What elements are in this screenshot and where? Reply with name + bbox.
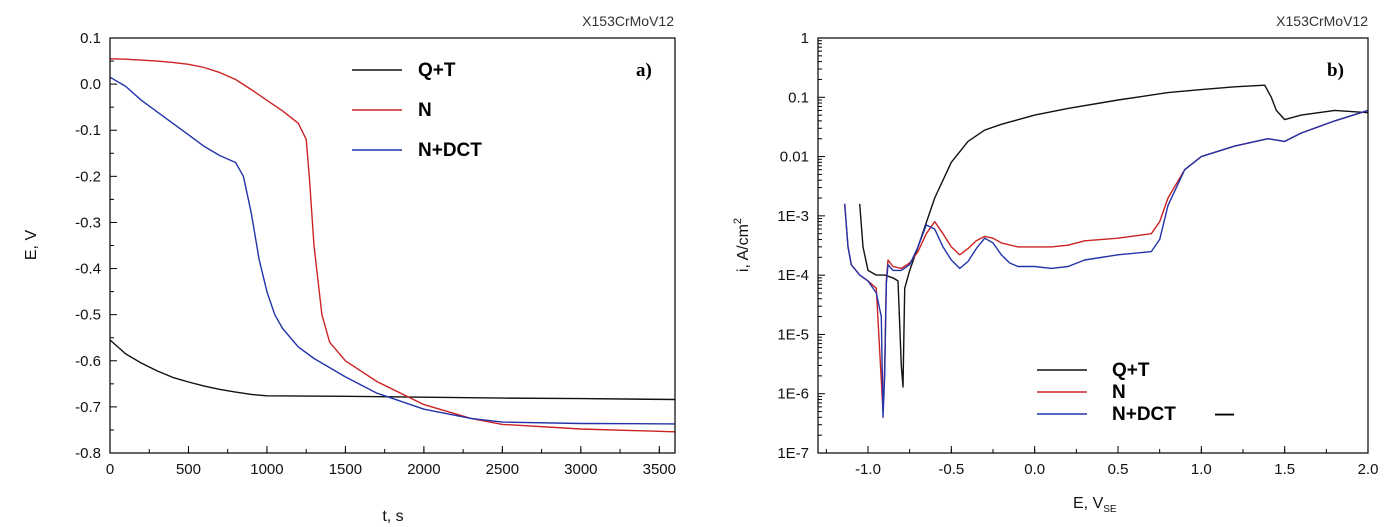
chart-b: X153CrMoV12 -1.0 -0.5 0.0 0.5 1.0 1.5 2.0 1 0.1 0… [732, 13, 1378, 515]
chart-a-y-tick-label: -0.6 [75, 353, 101, 370]
chart-b-legend-label-n: N [1112, 382, 1126, 403]
chart-b-legend-label-q-t: Q+T [1112, 360, 1150, 381]
chart-a-legend-label-q-t: Q+T [418, 60, 456, 81]
chart-b-y-tick-label: 1E-6 [777, 386, 809, 403]
chart-a-y-tick-label: 0.1 [80, 30, 101, 47]
chart-b-y-tick-label: 1E-4 [777, 267, 809, 284]
chart-a-legend-label-n: N [418, 100, 432, 121]
chart-a-ticks: 0 500 1000 1500 2000 2500 3000 3500 0.1 0.0 -0.1 -0… [75, 30, 676, 478]
chart-b-x-tick-label: 0.0 [1024, 461, 1045, 478]
chart-b-x-axis-label-sub: SE [1103, 504, 1117, 515]
chart-a-y-tick-label: -0.2 [75, 168, 101, 185]
chart-b-series-group [844, 84, 1369, 418]
chart-a-y-tick-label: -0.3 [75, 214, 101, 231]
chart-a-legend-label-n-dct: N+DCT [418, 140, 482, 161]
chart-a-x-tick-label: 1500 [329, 461, 362, 478]
chart-a: X153CrMoV12 0 500 1000 1500 2000 2500 3000 3500… [23, 13, 676, 525]
chart-b-x-tick-label: -1.0 [855, 461, 881, 478]
chart-a-legend: Q+T N N+DCT [352, 60, 482, 161]
chart-b-panel-label: b) [1327, 60, 1344, 81]
chart-b-legend: Q+TNN+DCT — [1037, 360, 1234, 425]
chart-b-frame [817, 37, 1369, 454]
chart-b-y-tick-label: 1 [801, 30, 809, 47]
chart-a-x-axis-label: t, s [382, 508, 403, 525]
chart-a-series-q-t-line [109, 339, 676, 401]
chart-b-x-tick-label: 0.5 [1108, 461, 1129, 478]
chart-a-series-group [109, 58, 676, 433]
chart-b-series-n-line [844, 109, 1369, 413]
chart-b-series-q-t-line [859, 84, 1369, 388]
chart-b-y-tick-label: 1E-7 [777, 445, 809, 462]
chart-b-y-tick-label: 1E-3 [777, 208, 809, 225]
chart-b-y-axis-label: i, A/cm2 [732, 218, 752, 272]
chart-b-ticks: -1.0 -0.5 0.0 0.5 1.0 1.5 2.0 1 0.1 0.01 1E-3 1E-4 1… [777, 30, 1378, 478]
chart-b-y-axis-label-main: i, A/cm [735, 224, 752, 272]
chart-a-y-tick-label: -0.5 [75, 307, 101, 324]
chart-b-legend-extra-mark: — [1215, 404, 1234, 425]
chart-b-y-axis-label-sup: 2 [732, 218, 744, 224]
chart-b-x-axis-label-main: E, V [1073, 495, 1104, 512]
chart-a-panel-label: a) [636, 60, 652, 81]
chart-b-x-tick-label: -0.5 [938, 461, 964, 478]
chart-a-y-tick-label: 0.0 [80, 76, 101, 93]
chart-a-series-n-dct-line [109, 76, 676, 425]
chart-b-x-tick-label: 2.0 [1358, 461, 1379, 478]
chart-a-y-axis-label: E, V [23, 230, 40, 261]
chart-b-x-tick-label: 1.0 [1191, 461, 1212, 478]
chart-a-y-tick-label: -0.7 [75, 399, 101, 416]
chart-a-x-tick-label: 500 [176, 461, 201, 478]
chart-a-x-tick-label: 0 [106, 461, 114, 478]
chart-a-y-tick-label: -0.1 [75, 122, 101, 139]
chart-a-x-tick-label: 1000 [250, 461, 283, 478]
chart-a-x-tick-label: 3000 [564, 461, 597, 478]
chart-a-x-tick-label: 2500 [486, 461, 519, 478]
chart-a-x-tick-label: 2000 [407, 461, 440, 478]
chart-a-y-tick-label: -0.4 [75, 261, 101, 278]
chart-b-legend-label-n-dct: N+DCT [1112, 404, 1176, 425]
chart-b-y-tick-label: 0.1 [788, 89, 809, 106]
chart-b-header: X153CrMoV12 [1276, 13, 1368, 29]
chart-b-x-axis-label: E, VSE [1073, 495, 1117, 515]
chart-a-frame [109, 37, 676, 454]
chart-a-series-n-line [109, 58, 676, 433]
chart-b-y-tick-label: 0.01 [780, 149, 809, 166]
chart-a-x-tick-label: 3500 [643, 461, 676, 478]
chart-a-header: X153CrMoV12 [582, 13, 674, 29]
chart-b-x-tick-label: 1.5 [1274, 461, 1295, 478]
chart-b-y-tick-label: 1E-5 [777, 326, 809, 343]
chart-b-series-n-dct-line [844, 109, 1369, 418]
chart-a-y-tick-label: -0.8 [75, 445, 101, 462]
